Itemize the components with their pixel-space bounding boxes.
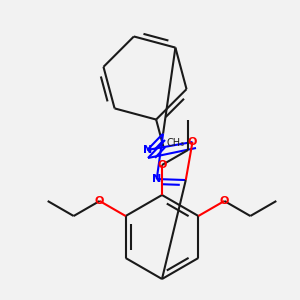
Text: O: O bbox=[220, 196, 229, 206]
Text: O: O bbox=[157, 160, 167, 170]
Text: O: O bbox=[95, 196, 104, 206]
Text: CH₃: CH₃ bbox=[167, 138, 184, 148]
Text: N: N bbox=[152, 174, 161, 184]
Text: N: N bbox=[142, 145, 152, 155]
Text: O: O bbox=[188, 137, 197, 147]
